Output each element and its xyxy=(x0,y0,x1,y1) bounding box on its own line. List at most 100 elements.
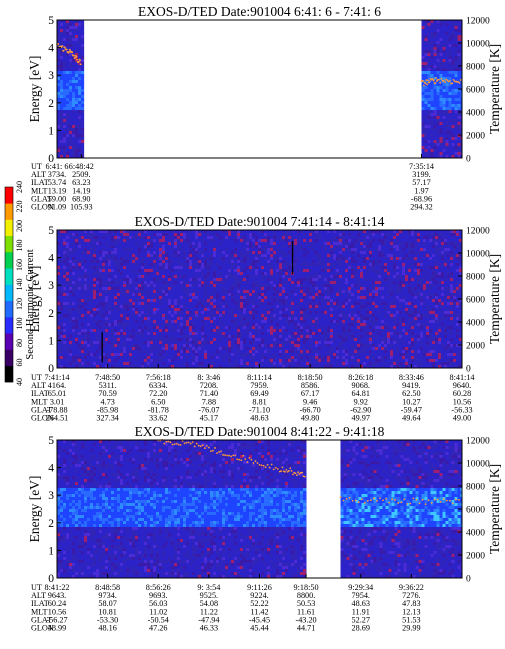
heatmap-cell xyxy=(174,311,178,315)
heatmap-cell xyxy=(279,365,283,369)
heatmap-cell xyxy=(273,335,277,339)
heatmap-cell xyxy=(198,278,202,282)
heatmap-cell xyxy=(201,284,205,288)
heatmap-cell xyxy=(129,233,133,237)
heatmap-cell xyxy=(433,23,437,27)
heatmap-cell xyxy=(261,359,265,363)
heatmap-cell xyxy=(156,281,160,285)
heatmap-cell xyxy=(261,332,265,336)
heatmap-cell xyxy=(123,314,127,318)
heatmap-cell xyxy=(198,323,202,327)
heatmap-cell xyxy=(285,365,289,369)
heatmap-cell xyxy=(460,74,463,78)
heatmap-cell xyxy=(141,230,145,234)
heatmap-cell xyxy=(141,251,145,255)
heatmap-cell xyxy=(81,353,85,357)
heatmap-cell xyxy=(63,98,67,102)
heatmap-cell xyxy=(445,74,449,78)
heatmap-cell xyxy=(448,116,452,120)
heatmap-cell xyxy=(114,254,118,258)
heatmap-cell xyxy=(72,248,76,252)
heatmap-cell xyxy=(180,248,184,252)
heatmap-cell xyxy=(180,341,184,345)
heatmap-cell xyxy=(270,308,274,312)
heatmap-cell xyxy=(267,314,271,318)
heatmap-cell xyxy=(150,251,154,255)
heatmap-cell xyxy=(72,71,76,75)
heatmap-cell xyxy=(246,245,250,249)
heatmap-cell xyxy=(445,128,449,132)
heatmap-cell xyxy=(180,287,184,291)
heatmap-cell xyxy=(117,278,121,282)
heatmap-cell xyxy=(168,248,172,252)
heatmap-cell xyxy=(84,254,88,258)
heatmap-cell xyxy=(171,317,175,321)
heatmap-cell xyxy=(90,356,94,360)
heatmap-cell xyxy=(297,344,301,348)
heatmap-cell xyxy=(150,356,154,360)
heatmap-cell xyxy=(267,323,271,327)
heatmap-cell xyxy=(424,137,428,141)
heatmap-cell xyxy=(231,317,235,321)
heatmap-cell xyxy=(457,77,461,81)
heatmap-cell xyxy=(132,239,136,243)
heatmap-cell xyxy=(72,308,76,312)
heatmap-cell xyxy=(162,278,166,282)
heatmap-cell xyxy=(261,314,265,318)
heatmap-cell xyxy=(439,86,443,90)
heatmap-cell xyxy=(108,341,112,345)
heatmap-cell xyxy=(264,314,268,318)
heatmap-cell xyxy=(177,326,181,330)
heatmap-cell xyxy=(84,365,88,369)
heatmap-cell xyxy=(210,305,214,309)
heatmap-cell xyxy=(454,53,458,57)
heatmap-cell xyxy=(66,122,70,126)
heatmap-cell xyxy=(201,362,205,366)
heatmap-cell xyxy=(96,275,100,279)
heatmap-cell xyxy=(180,317,184,321)
heatmap-cell xyxy=(210,278,214,282)
heatmap-cell xyxy=(246,341,250,345)
ephemeris-value: 2509. xyxy=(72,170,90,179)
heatmap-cell xyxy=(57,344,61,348)
heatmap-cell xyxy=(270,356,274,360)
heatmap-cell xyxy=(96,305,100,309)
heatmap-cell xyxy=(66,263,70,267)
heatmap-cell xyxy=(216,251,220,255)
heatmap-cell xyxy=(300,236,304,240)
heatmap-cell xyxy=(451,44,455,48)
heatmap-cell xyxy=(249,335,253,339)
heatmap-cell xyxy=(448,47,452,51)
heatmap-cell xyxy=(282,236,286,240)
heatmap-cell xyxy=(457,101,461,105)
heatmap-cell xyxy=(243,350,247,354)
heatmap-cell xyxy=(69,83,73,87)
heatmap-cell xyxy=(288,356,292,360)
heatmap-cell xyxy=(168,296,172,300)
heatmap-cell xyxy=(132,332,136,336)
heatmap-cell xyxy=(84,260,88,264)
heatmap-cell xyxy=(114,248,118,252)
heatmap-cell xyxy=(78,44,82,48)
heatmap-cell xyxy=(123,272,127,276)
heatmap-cell xyxy=(207,251,211,255)
heatmap-cell xyxy=(168,353,172,357)
heatmap-cell xyxy=(454,143,458,147)
heatmap-cell xyxy=(261,248,265,252)
heatmap-cell xyxy=(189,362,193,366)
heatmap-cell xyxy=(258,347,262,351)
heatmap-cell xyxy=(153,290,157,294)
heatmap-cell xyxy=(279,293,283,297)
heatmap-cell xyxy=(219,254,223,258)
heatmap-cell xyxy=(126,308,130,312)
heatmap-cell xyxy=(439,152,443,156)
heatmap-cell xyxy=(204,239,208,243)
heatmap-cell xyxy=(427,86,431,90)
heatmap-cell xyxy=(288,254,292,258)
heatmap-cell xyxy=(66,20,70,24)
heatmap-cell xyxy=(147,236,151,240)
heatmap-cell xyxy=(141,266,145,270)
heatmap-cell xyxy=(234,275,238,279)
heatmap-cell xyxy=(78,323,82,327)
heatmap-cell xyxy=(165,362,169,366)
